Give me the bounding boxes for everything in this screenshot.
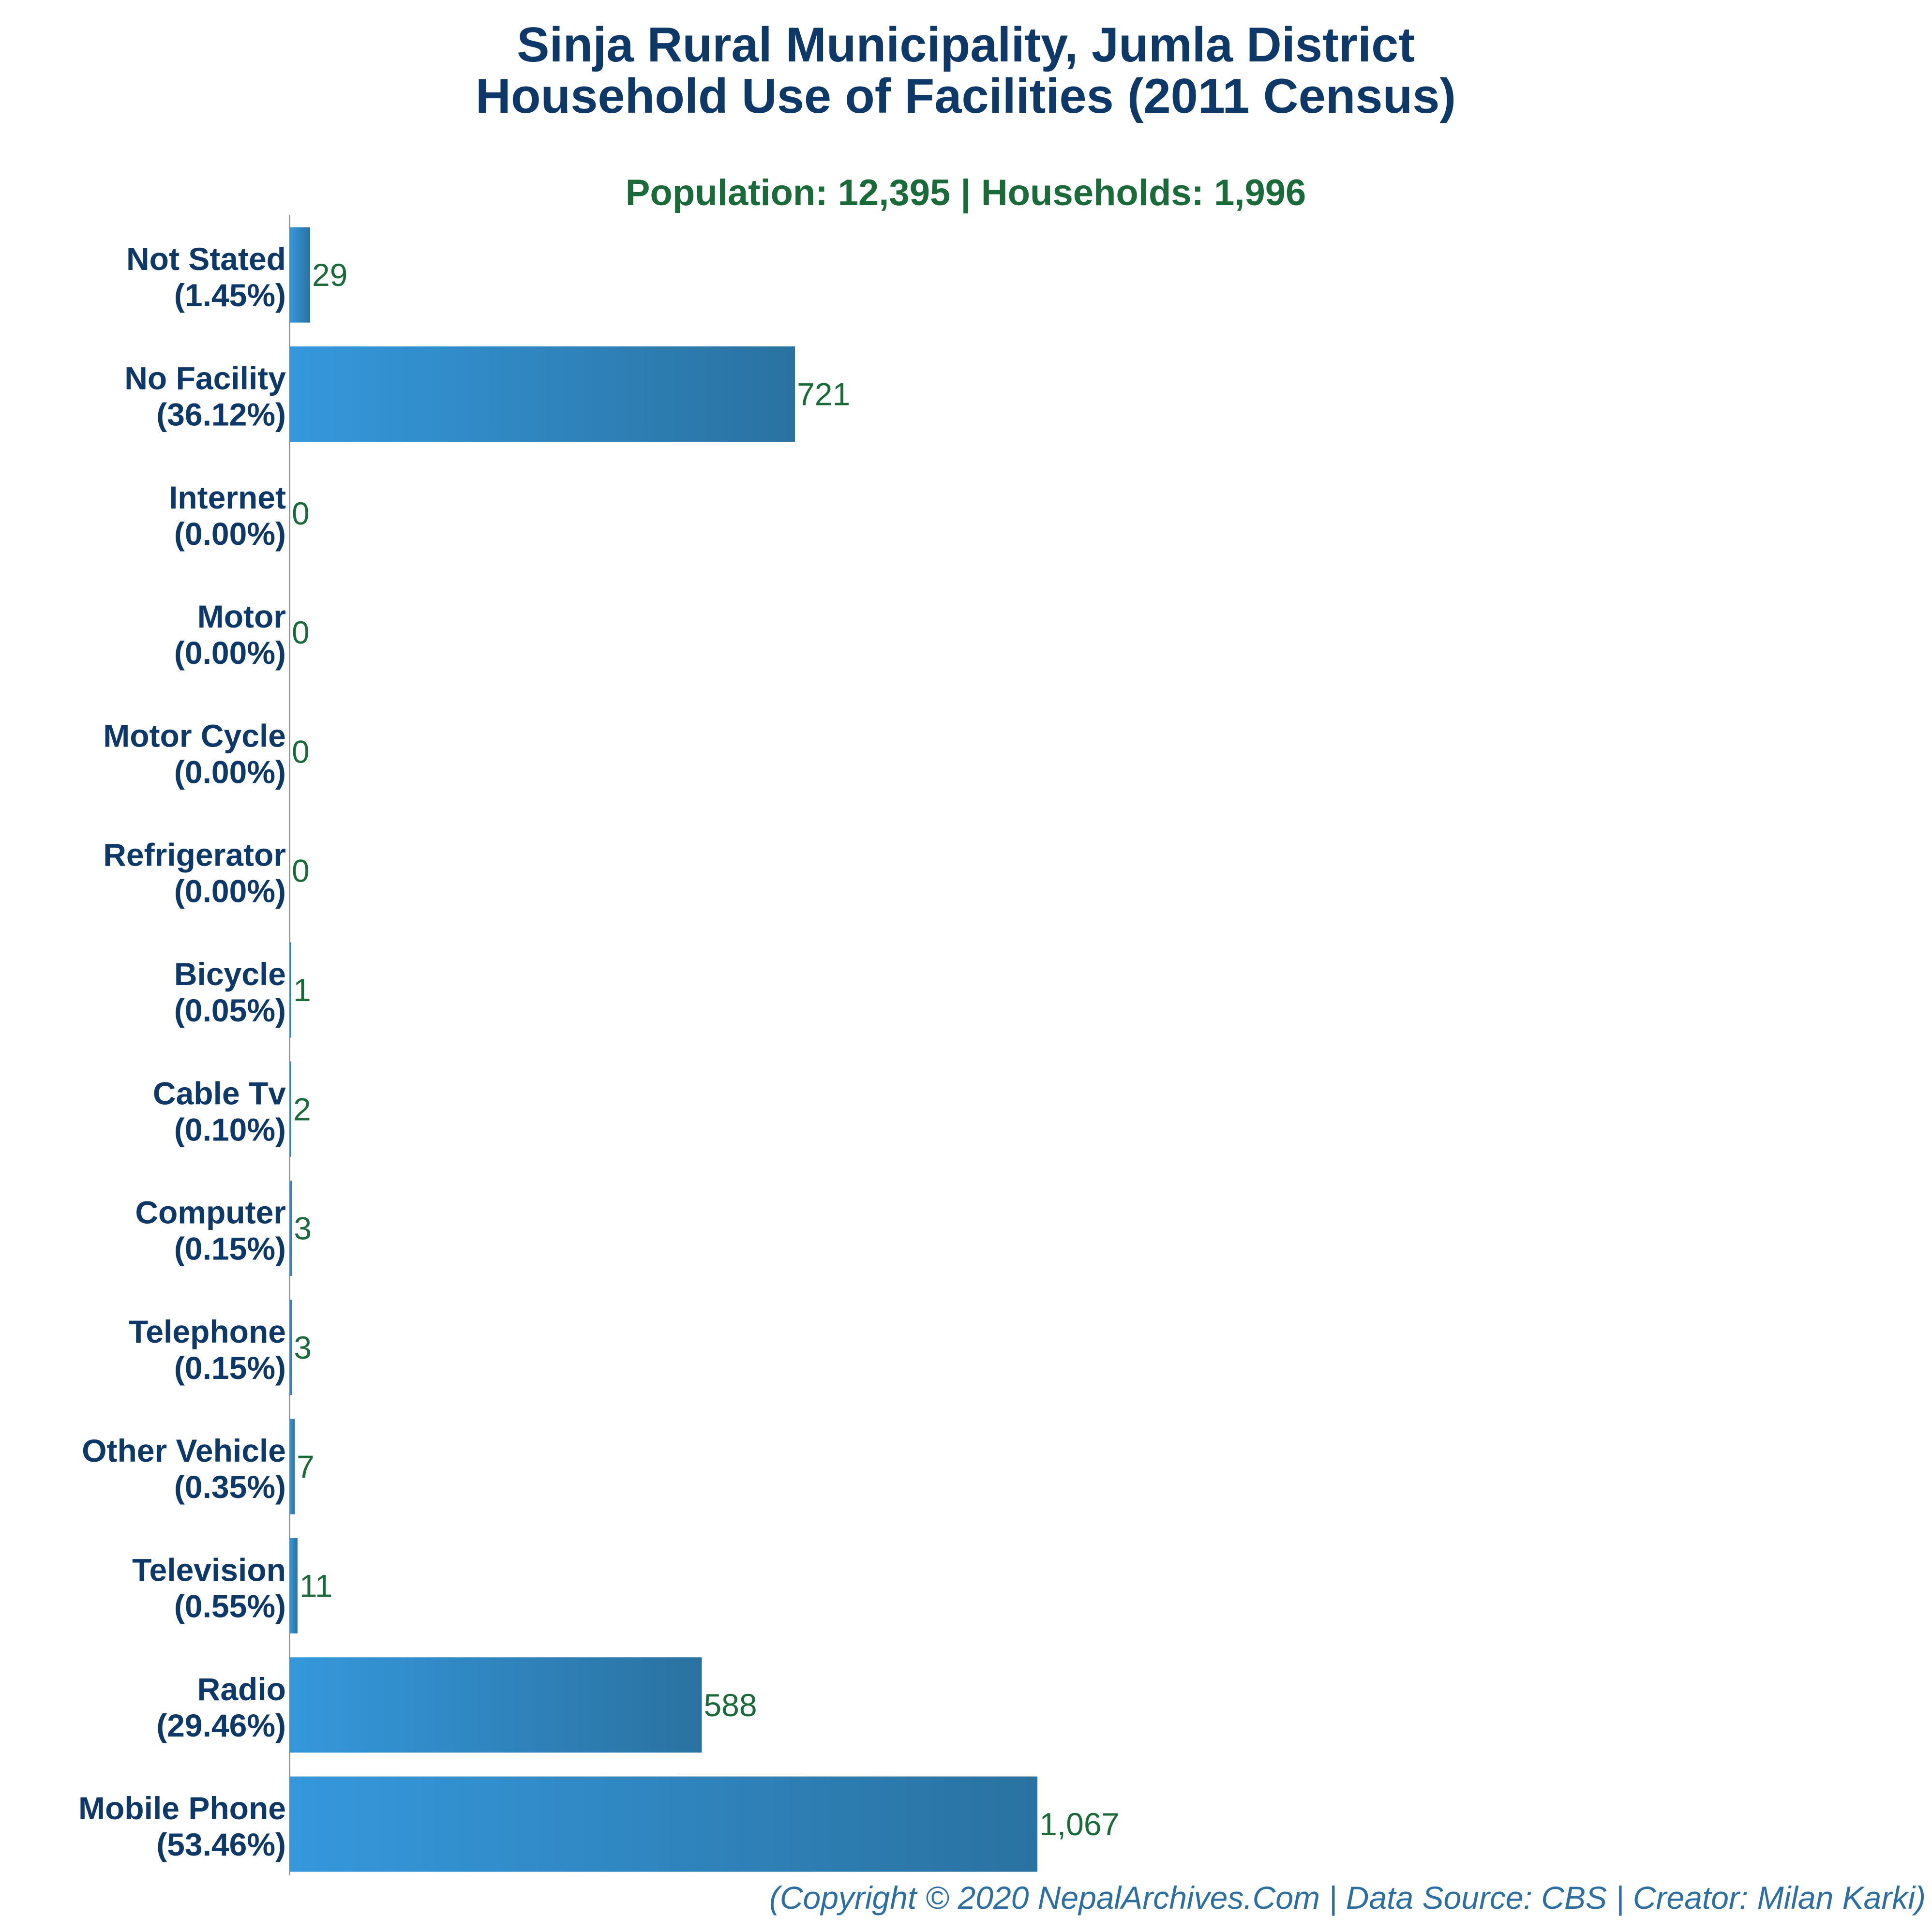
value-label: 721 — [797, 376, 850, 412]
category-label: Not Stated — [126, 241, 286, 277]
bar-bicycle — [290, 942, 291, 1038]
category-label: Bicycle — [174, 956, 286, 992]
value-label: 7 — [297, 1449, 315, 1484]
value-label: 588 — [704, 1687, 757, 1723]
value-label: 1 — [293, 972, 311, 1008]
category-label: Other Vehicle — [82, 1433, 286, 1468]
value-label: 0 — [292, 734, 310, 769]
category-percent-label: (0.00%) — [174, 516, 286, 552]
category-label: Internet — [169, 479, 286, 515]
value-label: 0 — [292, 614, 310, 650]
category-percent-label: (0.05%) — [174, 992, 286, 1028]
category-label: Cable Tv — [153, 1075, 286, 1111]
value-labels: 29 721 0 0 0 0 1 2 3 3 7 11 588 1,067 — [292, 257, 1119, 1842]
value-label: 0 — [292, 853, 310, 889]
category-labels: Not Stated(1.45%) No Facility(36.12%) Inte… — [78, 241, 286, 1862]
category-percent-label: (0.00%) — [174, 873, 286, 909]
category-percent-label: (29.46%) — [156, 1707, 286, 1743]
category-percent-label: (0.00%) — [174, 754, 286, 790]
category-label: Computer — [135, 1195, 286, 1230]
category-percent-label: (0.35%) — [174, 1469, 286, 1505]
value-label: 2 — [293, 1091, 311, 1127]
category-percent-label: (36.12%) — [156, 396, 286, 432]
category-percent-label: (1.45%) — [174, 277, 286, 313]
category-label: Radio — [197, 1671, 286, 1707]
category-percent-label: (0.15%) — [174, 1350, 286, 1386]
bars — [290, 227, 1038, 1872]
category-label: No Facility — [124, 360, 286, 396]
bar-not-stated — [290, 227, 310, 323]
bar-cable-tv — [290, 1061, 291, 1157]
category-percent-label: (0.55%) — [174, 1588, 286, 1624]
bar-telephone — [290, 1300, 292, 1395]
value-label: 0 — [292, 495, 310, 531]
category-percent-label: (0.00%) — [174, 635, 286, 671]
bar-no-facility — [290, 346, 795, 442]
value-label: 3 — [294, 1211, 312, 1246]
value-label: 29 — [312, 257, 347, 293]
bar-radio — [290, 1657, 702, 1753]
bar-other-vehicle — [290, 1419, 295, 1514]
category-label: Telephone — [129, 1314, 286, 1349]
category-percent-label: (0.15%) — [174, 1231, 286, 1267]
value-label: 3 — [294, 1330, 312, 1365]
value-label: 11 — [300, 1568, 333, 1603]
bar-mobile-phone — [290, 1776, 1038, 1872]
category-percent-label: (0.10%) — [174, 1111, 286, 1147]
chart-title-line2: Household Use of Facilities (2011 Census… — [476, 69, 1456, 123]
category-label: Mobile Phone — [78, 1790, 286, 1826]
category-label: Refrigerator — [103, 837, 286, 873]
category-label: Motor — [197, 599, 286, 634]
category-label: Television — [132, 1552, 286, 1588]
category-label: Motor Cycle — [103, 718, 286, 753]
chart-title: Sinja Rural Municipality, Jumla District — [517, 18, 1415, 72]
category-percent-label: (53.46%) — [156, 1827, 286, 1862]
bar-computer — [290, 1181, 292, 1276]
footer-credit: (Copyright © 2020 NepalArchives.Com | Da… — [769, 1880, 1926, 1917]
bar-television — [290, 1538, 298, 1633]
value-label: 1,067 — [1039, 1806, 1119, 1842]
chart-subtitle: Population: 12,395 | Households: 1,996 — [626, 172, 1306, 214]
